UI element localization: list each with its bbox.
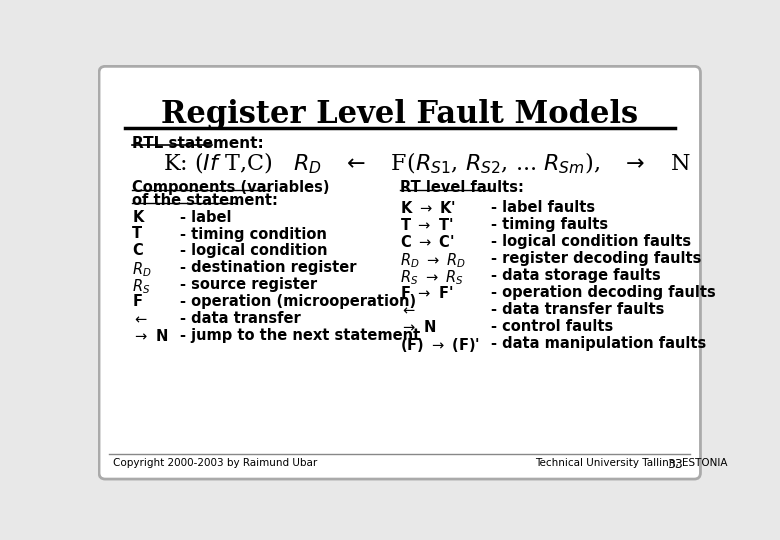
Text: - source register: - source register bbox=[180, 278, 317, 292]
Text: K: ($\mathit{If}$ T,C)   $R_D$   $\leftarrow$   F($R_{S1}$, $R_{S2}$, ... $R_{Sm: K: ($\mathit{If}$ T,C) $R_D$ $\leftarrow… bbox=[163, 151, 691, 176]
Text: (F) $\rightarrow$ (F)': (F) $\rightarrow$ (F)' bbox=[399, 336, 480, 354]
Text: T $\rightarrow$ T': T $\rightarrow$ T' bbox=[399, 217, 453, 233]
Text: - control faults: - control faults bbox=[491, 319, 613, 334]
Text: - logical condition faults: - logical condition faults bbox=[491, 234, 691, 249]
Text: $\rightarrow$ N: $\rightarrow$ N bbox=[133, 328, 168, 344]
Text: - operation decoding faults: - operation decoding faults bbox=[491, 285, 716, 300]
Text: Copyright 2000-2003 by Raimund Ubar: Copyright 2000-2003 by Raimund Ubar bbox=[113, 457, 317, 468]
Text: K $\rightarrow$ K': K $\rightarrow$ K' bbox=[399, 200, 456, 217]
Text: 33: 33 bbox=[667, 457, 682, 470]
Text: C: C bbox=[133, 244, 143, 259]
Text: RTL statement:: RTL statement: bbox=[133, 136, 264, 151]
Text: $\leftarrow$: $\leftarrow$ bbox=[399, 302, 416, 317]
Text: - data transfer: - data transfer bbox=[180, 311, 301, 326]
Text: - destination register: - destination register bbox=[180, 260, 357, 275]
Text: $\rightarrow$ N: $\rightarrow$ N bbox=[399, 319, 436, 335]
Text: - label: - label bbox=[180, 210, 232, 225]
Text: - data transfer faults: - data transfer faults bbox=[491, 302, 665, 317]
Text: $\leftarrow$: $\leftarrow$ bbox=[133, 311, 149, 326]
Text: Register Level Fault Models: Register Level Fault Models bbox=[161, 99, 638, 131]
Text: - label faults: - label faults bbox=[491, 200, 595, 215]
Text: $R_D$ $\rightarrow$ $R_D$: $R_D$ $\rightarrow$ $R_D$ bbox=[399, 251, 466, 270]
Text: Components (variables): Components (variables) bbox=[133, 180, 330, 195]
Text: RT level faults:: RT level faults: bbox=[399, 180, 523, 195]
Text: $R_D$: $R_D$ bbox=[133, 260, 152, 279]
Text: - timing condition: - timing condition bbox=[180, 226, 328, 241]
Text: - register decoding faults: - register decoding faults bbox=[491, 251, 701, 266]
Text: - operation (microoperation): - operation (microoperation) bbox=[180, 294, 417, 309]
Text: F: F bbox=[133, 294, 143, 309]
Text: - data storage faults: - data storage faults bbox=[491, 268, 661, 283]
Text: T: T bbox=[133, 226, 143, 241]
Text: $R_S$: $R_S$ bbox=[133, 278, 151, 296]
Text: C $\rightarrow$ C': C $\rightarrow$ C' bbox=[399, 234, 455, 250]
Text: F $\rightarrow$ F': F $\rightarrow$ F' bbox=[399, 285, 453, 301]
Text: - logical condition: - logical condition bbox=[180, 244, 328, 259]
Text: K: K bbox=[133, 210, 144, 225]
FancyBboxPatch shape bbox=[99, 66, 700, 479]
Text: - jump to the next statement: - jump to the next statement bbox=[180, 328, 420, 343]
Text: - timing faults: - timing faults bbox=[491, 217, 608, 232]
Text: - data manipulation faults: - data manipulation faults bbox=[491, 336, 707, 351]
Text: of the statement:: of the statement: bbox=[133, 193, 278, 208]
Text: $R_S$ $\rightarrow$ $R_S$: $R_S$ $\rightarrow$ $R_S$ bbox=[399, 268, 463, 287]
Text: Technical University Tallinn, ESTONIA: Technical University Tallinn, ESTONIA bbox=[535, 457, 728, 468]
